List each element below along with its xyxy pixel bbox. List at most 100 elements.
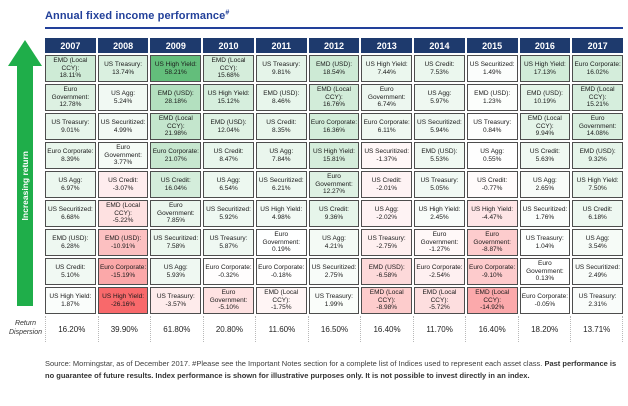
- footnote-marker: #: [225, 9, 230, 17]
- return-cell: EMD (Local CCY): -14.92%: [466, 287, 518, 314]
- asset-class-label: EMD (Local CCY):: [422, 289, 457, 304]
- return-value: 21.98%: [164, 130, 187, 138]
- return-cell: Euro Government: 12.78%: [45, 84, 96, 111]
- return-value: 10.19%: [533, 97, 556, 105]
- return-cell: US High Yield: 15.81%: [308, 142, 360, 169]
- asset-class-label: EMD (Local CCY):: [158, 115, 193, 130]
- return-value: 1.23%: [482, 97, 502, 105]
- return-cell: EMD (USD): 1.23%: [466, 84, 518, 111]
- return-cell: US Securitized: 7.58%: [150, 229, 202, 256]
- return-cell: US Securitized: -1.37%: [361, 142, 413, 169]
- dispersion-value-2013: 16.40%: [360, 316, 413, 342]
- asset-class-label: Euro Corporate:: [521, 292, 569, 300]
- year-header-2014: 2014: [414, 38, 465, 53]
- asset-class-label: Euro Corporate:: [258, 263, 305, 271]
- dispersion-value-2010: 20.80%: [202, 316, 256, 342]
- year-header-2016: 2016: [519, 38, 571, 53]
- return-value: 8.35%: [272, 126, 291, 134]
- return-value: 9.36%: [324, 213, 344, 221]
- asset-class-label: Euro Corporate:: [416, 263, 463, 271]
- asset-class-label: US Treasury:: [104, 60, 143, 68]
- asset-class-label: US Treasury:: [156, 292, 195, 300]
- return-value: 8.39%: [61, 155, 80, 163]
- return-cell: EMD (Local CCY): 21.98%: [150, 113, 202, 140]
- return-cell: EMD (Local CCY): 9.94%: [519, 113, 571, 140]
- return-value: 8.46%: [272, 97, 291, 105]
- asset-class-label: US Treasury:: [315, 292, 353, 300]
- performance-table: 2007 2008 2009 2010 2011 2012 2013 2014 2015 2016…: [45, 38, 623, 314]
- return-value: 16.02%: [586, 68, 609, 76]
- return-cell: US Agg: 3.54%: [572, 229, 623, 256]
- asset-class-label: US High Yield:: [471, 205, 514, 213]
- return-value: -0.32%: [218, 271, 239, 279]
- return-value: -15.19%: [110, 271, 136, 279]
- return-cell: US High Yield: -26.16%: [97, 287, 149, 314]
- return-cell: EMD (Local CCY): -5.22%: [97, 200, 149, 227]
- asset-class-label: US Credit:: [160, 176, 191, 184]
- asset-class-label: EMD (USD):: [421, 147, 458, 155]
- return-cell: Euro Corporate: -0.32%: [203, 258, 254, 285]
- return-value: -5.72%: [429, 304, 450, 312]
- return-cell: US Treasury: -2.75%: [361, 229, 413, 256]
- return-cell: US Treasury: 9.81%: [255, 55, 307, 82]
- asset-class-label: US Treasury:: [51, 118, 90, 126]
- return-dispersion-row: Return Dispersion 16.20% 39.90% 61.80% 20.8…: [6, 316, 623, 342]
- return-cell: Euro Government: 0.13%: [519, 258, 571, 285]
- return-cell: EMD (Local CCY): 18.11%: [45, 55, 96, 82]
- asset-class-label: US Credit:: [424, 60, 455, 68]
- return-cell: EMD (Local CCY): -1.75%: [255, 287, 307, 314]
- asset-class-label: US Securitized:: [100, 118, 146, 126]
- return-value: 5.24%: [113, 97, 133, 105]
- year-header-2013: 2013: [361, 38, 413, 53]
- return-value: 6.97%: [61, 184, 80, 192]
- return-value: 2.65%: [535, 184, 555, 192]
- asset-class-label: US Treasury:: [473, 118, 512, 126]
- dispersion-value-2012: 16.50%: [307, 316, 361, 342]
- return-cell: Euro Government: 3.77%: [97, 142, 149, 169]
- return-value: 13.74%: [112, 68, 135, 76]
- return-cell: US Agg: -2.02%: [361, 200, 413, 227]
- asset-class-label: US Credit:: [582, 205, 613, 213]
- return-value: 18.54%: [322, 68, 346, 76]
- asset-class-label: EMD (USD):: [157, 89, 194, 97]
- return-value: 16.36%: [322, 126, 346, 134]
- asset-class-label: Euro Government:: [209, 289, 248, 304]
- dispersion-value-2011: 11.60%: [255, 316, 308, 342]
- return-value: 5.92%: [219, 213, 238, 221]
- return-value: -10.91%: [110, 242, 136, 250]
- asset-class-label: Euro Corporate:: [310, 118, 358, 126]
- asset-class-label: EMD (USD):: [368, 263, 405, 271]
- chart-area: Increasing return 2007 2008 2009 2010 2011 20…: [6, 38, 623, 314]
- return-cell: Euro Corporate: 6.11%: [361, 113, 413, 140]
- asset-class-label: US Treasury:: [525, 234, 564, 242]
- return-value: 2.31%: [588, 300, 607, 308]
- return-cell: US Credit: 9.36%: [308, 200, 360, 227]
- asset-class-label: US Agg:: [427, 89, 452, 97]
- asset-class-label: US Credit:: [319, 205, 349, 213]
- asset-class-label: Euro Corporate:: [205, 263, 252, 271]
- year-header-2009: 2009: [150, 38, 202, 53]
- asset-class-label: US High Yield:: [49, 292, 92, 300]
- return-value: 6.11%: [377, 126, 396, 134]
- dispersion-value-2016: 18.20%: [517, 316, 571, 342]
- return-cell: EMD (USD): 28.18%: [150, 84, 202, 111]
- return-value: -1.37%: [376, 155, 398, 163]
- return-value: 18.11%: [59, 72, 82, 80]
- asset-class-label: EMD (Local CCY):: [264, 289, 299, 304]
- return-value: -5.22%: [112, 217, 134, 225]
- return-cell: US Treasury: 13.74%: [97, 55, 149, 82]
- return-cell: US Agg: 6.54%: [203, 171, 254, 198]
- return-value: 0.19%: [272, 246, 291, 254]
- increasing-return-arrow-icon: Increasing return: [8, 40, 42, 306]
- return-value: -9.10%: [481, 271, 503, 279]
- page-title-text: Annual fixed income performance: [45, 10, 226, 22]
- return-value: 7.50%: [588, 184, 607, 192]
- return-value: 3.77%: [113, 159, 133, 167]
- asset-class-label: US High Yield:: [418, 205, 461, 213]
- return-value: -5.10%: [218, 304, 239, 312]
- arrow-shaft: Increasing return: [17, 66, 33, 306]
- return-cell: EMD (USD): 9.32%: [572, 142, 623, 169]
- return-value: 28.18%: [164, 97, 187, 105]
- return-value: 2.75%: [324, 271, 344, 279]
- return-value: 5.63%: [535, 155, 555, 163]
